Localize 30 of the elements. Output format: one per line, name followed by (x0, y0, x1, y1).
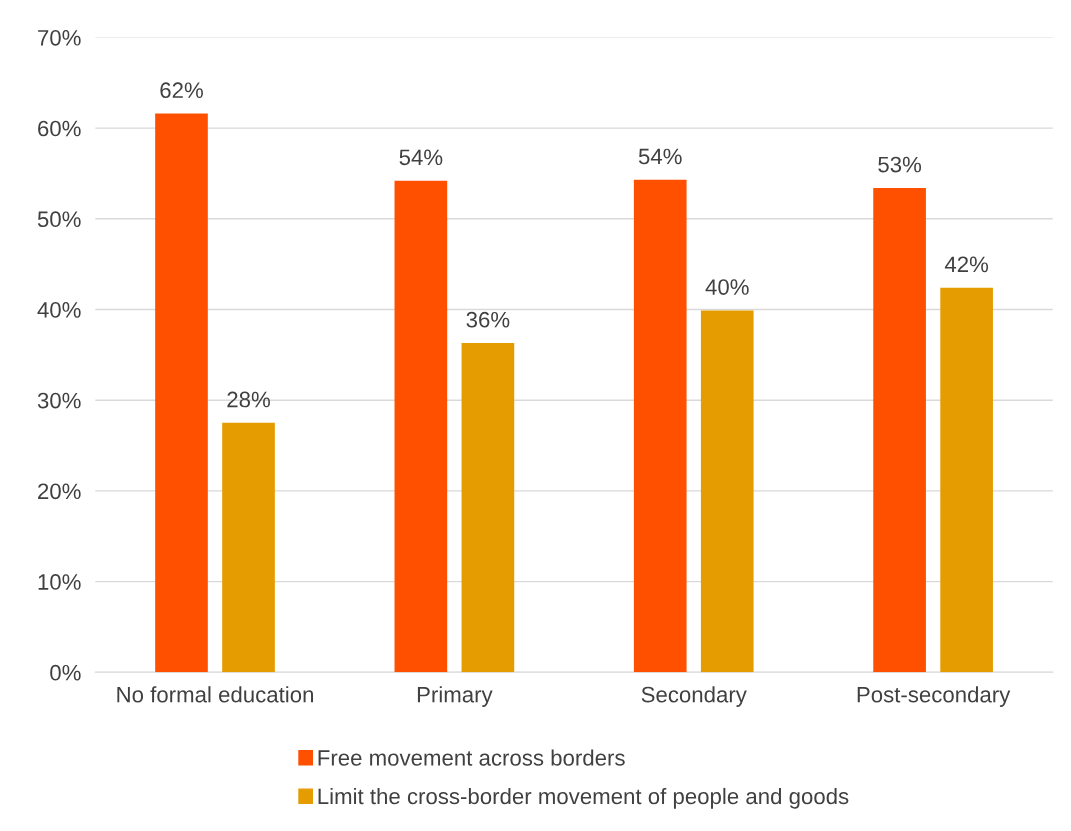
data-label: 28% (227, 391, 270, 408)
bar (873, 187, 926, 673)
data-label: 36% (466, 311, 510, 328)
y-tick-label: 10% (38, 574, 81, 590)
bar (700, 310, 754, 673)
data-label: 62% (160, 82, 203, 99)
y-tick-label: 40% (37, 302, 81, 318)
bar (940, 287, 993, 673)
bar (394, 180, 448, 673)
data-label: 54% (399, 149, 443, 166)
data-label: 40% (705, 279, 749, 295)
legend-label: Free movement across borders (318, 749, 625, 766)
bar (222, 422, 275, 673)
bar (155, 113, 208, 673)
data-label: 54% (638, 148, 682, 165)
bar (461, 343, 515, 673)
y-tick-label: 60% (38, 120, 81, 137)
data-label: 42% (944, 256, 989, 273)
y-tick-label: 20% (38, 483, 81, 500)
x-tick-label: Primary (417, 686, 493, 707)
y-tick-label: 30% (37, 392, 81, 409)
data-label: 53% (878, 156, 922, 173)
legend-label: Limit the cross-border movement of people and goods (318, 787, 849, 809)
x-tick-label: Secondary (641, 686, 747, 707)
x-tick-label: No formal education (117, 686, 313, 703)
y-tick-label: 50% (37, 211, 81, 228)
y-tick-label: 70% (38, 29, 81, 46)
bar (633, 179, 687, 673)
y-tick-label: 0% (50, 664, 81, 681)
x-tick-label: Post-secondary (857, 686, 1011, 707)
